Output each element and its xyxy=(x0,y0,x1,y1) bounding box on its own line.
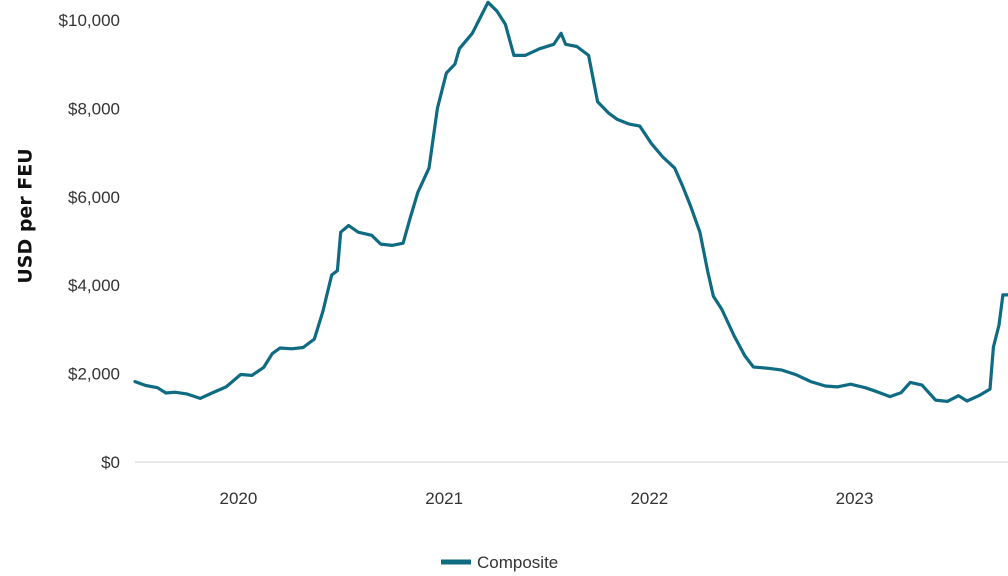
series-line-composite xyxy=(133,0,1008,403)
x-axis: 2020 2021 2022 2023 xyxy=(220,489,874,508)
series-group xyxy=(133,0,1008,403)
y-tick-label: $6,000 xyxy=(68,188,120,207)
legend: Composite xyxy=(441,553,558,572)
x-tick-label: 2023 xyxy=(836,489,874,508)
y-axis-title: USD per FEU xyxy=(15,148,37,283)
x-tick-label: 2021 xyxy=(425,489,463,508)
legend-label: Composite xyxy=(477,553,558,572)
y-tick-label: $4,000 xyxy=(68,276,120,295)
x-tick-label: 2020 xyxy=(220,489,258,508)
y-axis: $0 $2,000 $4,000 $6,000 $8,000 $10,000 xyxy=(59,11,120,472)
x-tick-label: 2022 xyxy=(630,489,668,508)
y-tick-label: $8,000 xyxy=(68,99,120,118)
y-tick-label: $0 xyxy=(101,453,120,472)
y-tick-label: $10,000 xyxy=(59,11,120,30)
y-tick-label: $2,000 xyxy=(68,365,120,384)
